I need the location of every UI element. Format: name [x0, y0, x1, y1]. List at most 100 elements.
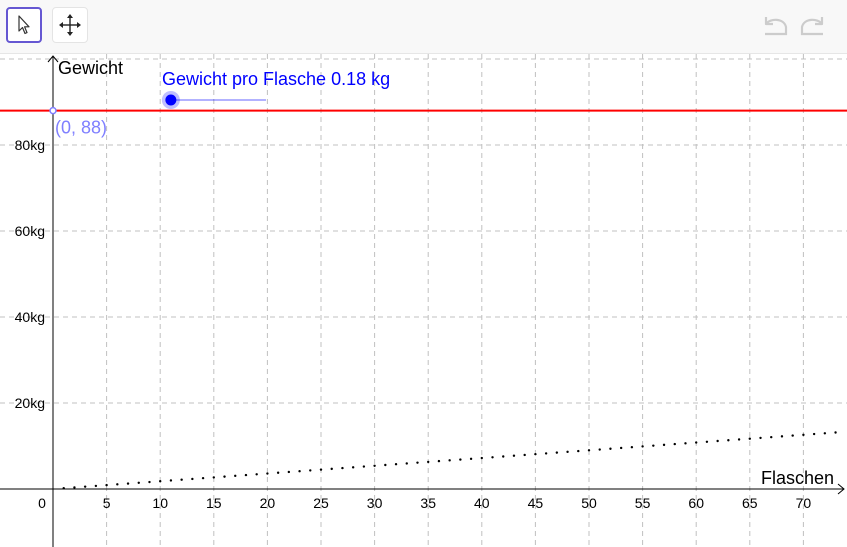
grid-lines — [0, 54, 847, 547]
series-point — [201, 476, 205, 480]
point-label: (0, 88) — [55, 118, 107, 138]
x-axis-arrow-icon — [837, 483, 845, 495]
series-point — [448, 459, 451, 462]
redo-button[interactable] — [798, 12, 828, 40]
point-on-y-axis[interactable] — [49, 106, 57, 115]
series-point — [598, 448, 601, 451]
series-point — [298, 469, 301, 473]
x-tick-label: 55 — [635, 495, 651, 511]
series-point — [373, 464, 376, 467]
series-point — [652, 444, 655, 447]
x-axis-label: Flaschen — [761, 468, 834, 488]
axes — [0, 55, 845, 547]
series-point — [812, 432, 816, 436]
series-point — [555, 451, 559, 454]
series-point — [834, 431, 837, 434]
series-point — [662, 443, 666, 447]
x-tick-label: 10 — [152, 495, 168, 511]
series-point — [641, 445, 644, 448]
series-point — [695, 441, 698, 444]
series-point — [148, 480, 151, 484]
x-tick-label: 70 — [796, 495, 812, 511]
move-graphics-view-button[interactable] — [52, 7, 88, 43]
toolbar — [0, 0, 847, 54]
series-point — [780, 435, 784, 438]
series-point — [619, 446, 623, 450]
series-point — [341, 466, 344, 470]
series-point — [180, 478, 183, 481]
series-point — [748, 437, 751, 440]
x-tick-label: 65 — [742, 495, 758, 511]
series-point — [534, 452, 537, 456]
x-tick-label: 50 — [581, 495, 597, 511]
series-point — [823, 432, 827, 435]
series-point — [491, 456, 494, 459]
dotted-series — [62, 431, 837, 490]
x-tick-label: 5 — [103, 495, 111, 511]
x-tick-label: 40 — [474, 495, 490, 511]
redo-icon — [800, 17, 824, 36]
x-tick-label: 25 — [313, 495, 329, 511]
series-point — [502, 455, 505, 458]
series-point — [126, 482, 130, 485]
series-point — [770, 435, 773, 439]
y-tick-label: 60kg — [15, 223, 45, 239]
series-point — [191, 477, 194, 481]
series-point — [684, 442, 687, 445]
series-point — [62, 487, 65, 490]
series-point — [673, 442, 676, 446]
undo-button[interactable] — [760, 12, 790, 40]
series-point — [727, 439, 730, 442]
series-point — [137, 481, 140, 485]
x-tick-label: 30 — [367, 495, 383, 511]
series-point — [427, 460, 430, 464]
series-point — [309, 469, 312, 472]
series-point — [791, 434, 794, 437]
graphics-view[interactable]: 0 5 10 15 20 25 30 35 40 45 50 55 60 65 70 20kg 40kg 60k… — [0, 54, 847, 547]
undo-icon — [764, 17, 788, 36]
y-axis-label: Gewicht — [58, 58, 123, 78]
series-point — [83, 485, 87, 488]
series-point — [705, 440, 709, 443]
series-point — [94, 484, 98, 488]
series-point — [802, 433, 805, 437]
x-tick-label: 60 — [688, 495, 704, 511]
slider-label: Gewicht pro Flasche 0.18 kg — [162, 69, 390, 89]
x-tick-label: 45 — [528, 495, 544, 511]
series-point — [351, 466, 355, 469]
series-point — [287, 470, 291, 474]
series-point — [266, 472, 269, 475]
series-point — [405, 462, 408, 465]
series-point — [523, 453, 526, 457]
series-point — [566, 450, 569, 454]
series-point — [587, 449, 591, 452]
x-tick-label: 15 — [206, 495, 222, 511]
pointer-tool-button[interactable] — [6, 7, 42, 43]
series-point — [737, 438, 741, 441]
x-tick-label: 0 — [38, 495, 46, 511]
series-point — [362, 465, 366, 468]
series-point — [244, 473, 248, 477]
weight-slider[interactable]: Gewicht pro Flasche 0.18 kg — [161, 69, 390, 109]
x-tick-labels: 0 5 10 15 20 25 30 35 40 45 50 55 60 65 70 — [38, 495, 811, 511]
series-point — [105, 483, 108, 487]
y-tick-label: 20kg — [15, 395, 45, 411]
series-point — [437, 459, 441, 463]
series-point — [577, 449, 580, 453]
move-arrows-icon — [59, 14, 81, 36]
series-point — [416, 461, 419, 464]
slider-handle[interactable] — [165, 94, 177, 106]
series-point — [73, 486, 76, 489]
series-point — [169, 479, 173, 482]
series-point — [512, 454, 516, 457]
series-point — [255, 473, 258, 476]
y-tick-labels: 20kg 40kg 60kg 80kg — [15, 137, 45, 411]
series-point — [319, 468, 323, 471]
series-point — [630, 446, 634, 449]
arrow-cursor-icon — [18, 15, 30, 35]
y-tick-label: 40kg — [15, 309, 45, 325]
x-tick-label: 35 — [420, 495, 436, 511]
series-point — [716, 439, 719, 443]
series-point — [609, 447, 612, 450]
series-point — [544, 452, 548, 455]
